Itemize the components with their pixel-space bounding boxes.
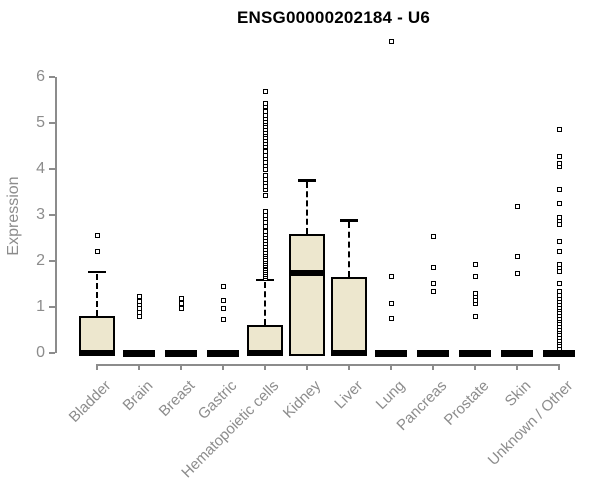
- outlier-point: [472, 261, 478, 267]
- upper-whisker: [96, 273, 98, 317]
- y-axis-tick: [49, 352, 55, 354]
- flat-box-at-zero: [543, 350, 575, 357]
- outlier-point: [220, 297, 226, 303]
- y-axis-tick: [49, 306, 55, 308]
- x-axis-tick: [306, 364, 308, 370]
- y-axis-tick: [49, 214, 55, 216]
- outlier-point: [136, 294, 142, 300]
- x-axis-tick: [432, 364, 434, 370]
- median-line: [331, 350, 367, 356]
- x-axis-tick: [474, 364, 476, 370]
- outlier-point: [388, 300, 394, 306]
- outlier-point: [556, 289, 562, 295]
- x-axis-tick: [180, 364, 182, 370]
- y-axis-tick: [49, 168, 55, 170]
- outlier-point: [388, 273, 394, 279]
- outlier-point: [430, 265, 436, 271]
- outlier-point: [262, 192, 268, 198]
- x-axis-tick: [264, 364, 266, 370]
- outlier-point: [556, 154, 562, 160]
- outlier-point: [514, 204, 520, 210]
- x-axis-tick: [222, 364, 224, 370]
- median-line: [289, 270, 325, 277]
- outlier-point: [262, 89, 268, 95]
- outlier-point: [472, 273, 478, 279]
- x-axis-tick: [138, 364, 140, 370]
- outlier-point: [556, 127, 562, 133]
- outlier-point: [220, 317, 226, 323]
- x-axis-tick: [516, 364, 518, 370]
- outlier-point: [220, 284, 226, 290]
- upper-whisker: [348, 222, 350, 278]
- flat-box-at-zero: [375, 350, 407, 357]
- y-axis-tick-label: 0: [36, 344, 45, 361]
- outlier-point: [556, 215, 562, 221]
- upper-whisker: [306, 182, 308, 234]
- outlier-point: [94, 233, 100, 239]
- upper-whisker: [264, 281, 266, 325]
- whisker-cap: [340, 219, 358, 222]
- outlier-point: [430, 233, 436, 239]
- outlier-point: [514, 253, 520, 259]
- outlier-point: [262, 109, 268, 115]
- median-line: [79, 350, 115, 356]
- outlier-point: [430, 280, 436, 286]
- median-line: [247, 350, 283, 356]
- x-axis-tick: [348, 364, 350, 370]
- outlier-point: [94, 249, 100, 255]
- outlier-point: [262, 149, 268, 155]
- outlier-point: [220, 305, 226, 311]
- outlier-point: [262, 100, 268, 106]
- x-axis-tick: [96, 364, 98, 370]
- flat-box-at-zero: [123, 350, 155, 357]
- outlier-point: [262, 208, 268, 214]
- y-axis-tick-label: 2: [36, 252, 45, 269]
- whisker-cap: [298, 179, 316, 182]
- outlier-point: [556, 201, 562, 206]
- y-axis-tick-label: 4: [36, 160, 45, 177]
- outlier-point: [472, 313, 478, 319]
- flat-box-at-zero: [207, 350, 239, 357]
- y-axis-tick-label: 1: [36, 298, 45, 315]
- whisker-cap: [88, 270, 106, 274]
- y-axis-tick: [49, 76, 55, 78]
- outlier-point: [262, 228, 268, 234]
- outlier-point: [430, 289, 436, 295]
- outlier-point: [556, 261, 562, 267]
- outlier-point: [178, 305, 184, 311]
- outlier-point: [472, 290, 478, 296]
- y-axis-tick-label: 6: [36, 68, 45, 85]
- chart-title: ENSG00000202184 - U6: [236, 8, 431, 27]
- flat-box-at-zero: [417, 350, 449, 357]
- boxplot-box: [289, 233, 325, 356]
- boxplot-box: [331, 277, 367, 356]
- outlier-point: [556, 281, 562, 287]
- outlier-point: [556, 239, 562, 245]
- flat-box-at-zero: [501, 350, 533, 357]
- flat-box-at-zero: [165, 350, 197, 357]
- outlier-point: [556, 187, 562, 193]
- outlier-point: [388, 316, 394, 322]
- outlier-point: [556, 249, 562, 255]
- y-axis-line: [55, 77, 57, 353]
- y-axis-tick-label: 5: [36, 114, 45, 131]
- x-axis-tick: [390, 364, 392, 370]
- y-axis-tick: [49, 122, 55, 124]
- outlier-point: [178, 300, 184, 306]
- outlier-point: [262, 173, 268, 179]
- outlier-point: [514, 270, 520, 276]
- x-axis-tick: [558, 364, 560, 370]
- y-axis-tick: [49, 260, 55, 262]
- outlier-point: [556, 160, 562, 166]
- y-axis-tick-label: 3: [36, 206, 45, 223]
- x-axis-line: [96, 364, 560, 366]
- outlier-point: [388, 38, 394, 44]
- flat-box-at-zero: [459, 350, 491, 357]
- outlier-point: [178, 295, 184, 301]
